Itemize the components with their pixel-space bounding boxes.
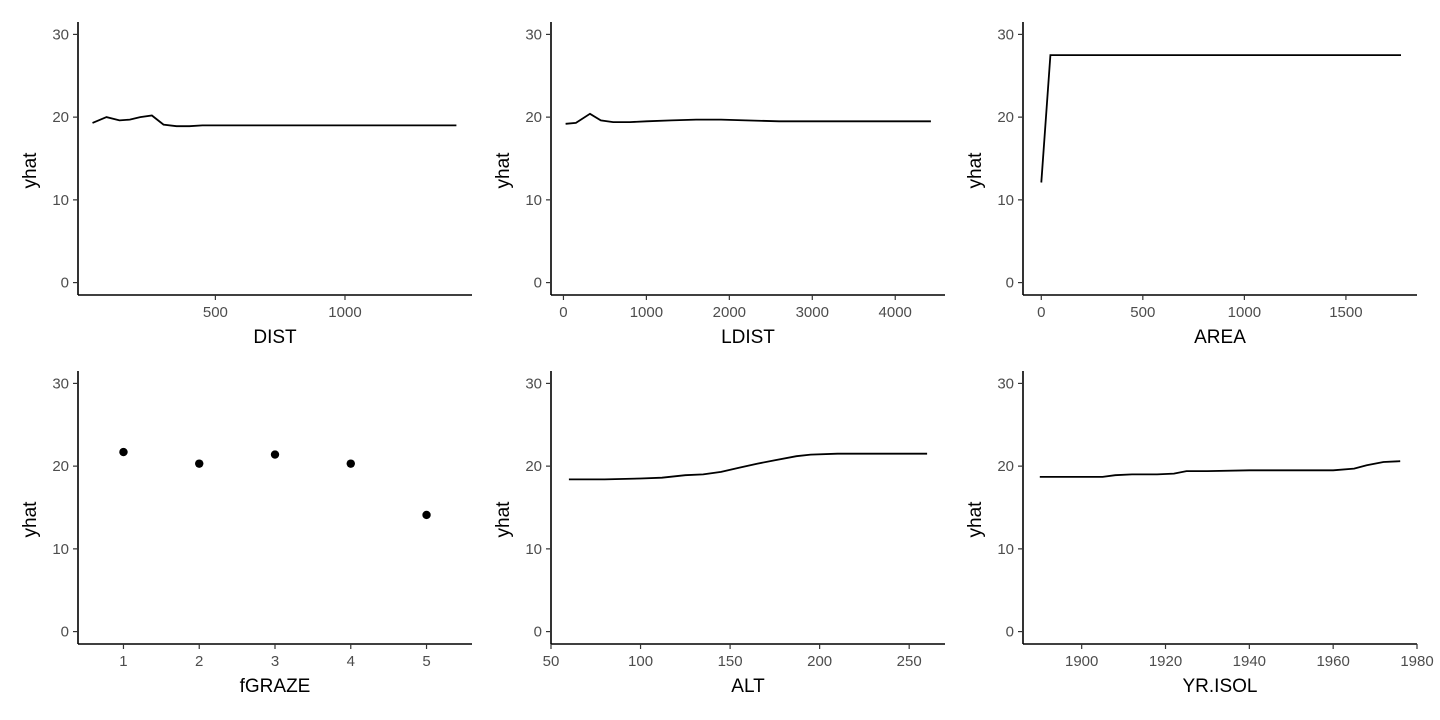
x-tick-label: 1900 [1065,653,1098,670]
x-tick-label: 250 [897,653,922,670]
panel-3: 0 10 20 30 0 500 1000 1500 AREA yhat [965,22,1417,348]
y-axis-title: yhat [965,152,986,189]
y-tick-label: 10 [997,192,1014,209]
x-tick-label: 1000 [328,304,361,321]
x-tick-label: 1500 [1329,304,1362,321]
y-tick-label: 30 [997,375,1014,392]
series-line [1040,54,1401,183]
x-tick-label: 0 [1037,304,1045,321]
x-tick-label: 1000 [1228,304,1261,321]
x-tick-label: 3 [271,653,279,670]
panel-6: 0 10 20 30 1900 1920 1940 1960 1980 YR.ISOL yhat [965,371,1434,697]
x-axis-title: DIST [253,327,297,348]
data-point [346,459,355,468]
series-line [568,452,928,481]
x-tick-label: 1 [119,653,127,670]
x-tick-label: 1940 [1233,653,1266,670]
y-tick-label: 30 [525,26,542,43]
panel-5: 0 10 20 30 50 100 150 200 250 ALT yhat [493,371,945,697]
x-axis-title: LDIST [721,327,775,348]
x-tick-label: 4000 [879,304,912,321]
y-tick-label: 20 [525,109,542,126]
x-tick-label: 4 [347,653,355,670]
y-tick-label: 0 [61,275,69,292]
panel-4: 0 10 20 30 1 2 3 4 5 fGRAZE yhat [20,371,472,697]
y-tick-label: 20 [997,458,1014,475]
data-point [119,447,128,457]
x-tick-label: 1960 [1316,653,1349,670]
x-axis-title: AREA [1194,327,1246,348]
y-axis-title: yhat [965,501,986,538]
data-point [422,510,431,520]
x-tick-label: 2 [195,653,203,670]
x-tick-label: 150 [718,653,743,670]
y-tick-label: 0 [534,275,542,292]
data-point [270,450,280,459]
y-axis-title: yhat [493,501,514,538]
panel-2: 0 10 20 30 0 1000 2000 3000 4000 LDIST yhat [493,22,945,348]
x-tick-label: 1000 [630,304,663,321]
x-tick-label: 200 [807,653,832,670]
series-line [92,114,457,128]
y-tick-label: 0 [61,624,69,641]
series-line [1039,460,1401,478]
y-tick-label: 10 [52,541,69,558]
y-axis-title: yhat [20,152,41,189]
y-tick-label: 10 [525,192,542,209]
x-axis-title: fGRAZE [240,676,311,697]
y-axis-title: yhat [20,501,41,538]
x-tick-label: 100 [628,653,653,670]
y-tick-label: 30 [525,375,542,392]
y-tick-label: 10 [997,541,1014,558]
y-tick-label: 0 [534,624,542,641]
x-tick-label: 500 [203,304,228,321]
x-tick-label: 50 [543,653,560,670]
x-tick-label: 2000 [713,304,746,321]
x-axis-title: YR.ISOL [1183,676,1258,697]
y-tick-label: 0 [1006,624,1014,641]
y-tick-label: 30 [52,26,69,43]
y-tick-label: 20 [52,109,69,126]
y-tick-label: 30 [997,26,1014,43]
series-line [565,112,931,125]
x-tick-label: 5 [422,653,430,670]
panel-1: 0 10 20 30 500 1000 DIST yhat [20,22,472,348]
y-tick-label: 10 [525,541,542,558]
y-tick-label: 0 [1006,275,1014,292]
y-tick-label: 20 [997,109,1014,126]
y-tick-label: 20 [52,458,69,475]
x-tick-label: 3000 [796,304,829,321]
data-point [195,459,204,468]
x-tick-label: 1920 [1149,653,1182,670]
x-axis-title: ALT [731,676,765,697]
y-axis-title: yhat [493,152,514,189]
x-tick-label: 500 [1130,304,1155,321]
y-tick-label: 30 [52,375,69,392]
x-tick-label: 0 [559,304,567,321]
y-tick-label: 10 [52,192,69,209]
x-tick-label: 1980 [1400,653,1433,670]
y-tick-label: 20 [525,458,542,475]
